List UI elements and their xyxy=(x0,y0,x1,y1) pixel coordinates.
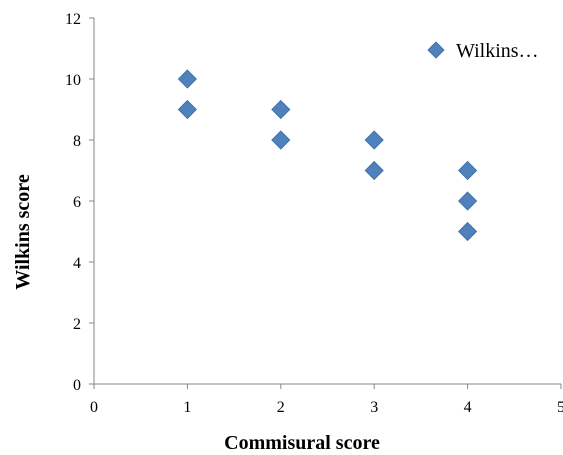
x-tick-label: 2 xyxy=(277,399,285,416)
data-point xyxy=(364,130,384,150)
data-point xyxy=(364,160,384,181)
legend: Wilkins… xyxy=(427,40,539,62)
y-tick-label: 12 xyxy=(65,11,81,28)
data-point xyxy=(271,130,291,150)
data-points xyxy=(177,69,478,242)
x-axis: 0 1 2 3 4 5 xyxy=(90,383,563,416)
y-tick-label: 8 xyxy=(73,133,81,150)
data-point xyxy=(177,69,197,89)
y-tick-label: 2 xyxy=(73,316,81,333)
y-tick-label: 0 xyxy=(73,377,81,394)
y-tick-label: 6 xyxy=(73,194,81,211)
legend-marker xyxy=(427,41,445,59)
y-axis: 0 2 4 6 8 10 12 xyxy=(65,11,95,394)
data-point xyxy=(458,221,478,242)
x-tick-label: 1 xyxy=(183,399,191,416)
y-axis-title: Wilkins score xyxy=(12,174,34,290)
legend-label: Wilkins… xyxy=(456,40,539,62)
data-point xyxy=(271,99,291,120)
x-tick-label: 3 xyxy=(370,399,378,416)
y-tick-label: 4 xyxy=(73,255,81,272)
x-tick-label: 4 xyxy=(464,399,472,416)
x-tick-label: 0 xyxy=(90,399,98,416)
data-point xyxy=(458,160,478,181)
data-point xyxy=(177,99,197,120)
data-point xyxy=(458,191,478,211)
x-axis-title: Commisural score xyxy=(224,432,380,454)
y-tick-label: 10 xyxy=(65,72,81,89)
x-tick-label: 5 xyxy=(557,399,563,416)
